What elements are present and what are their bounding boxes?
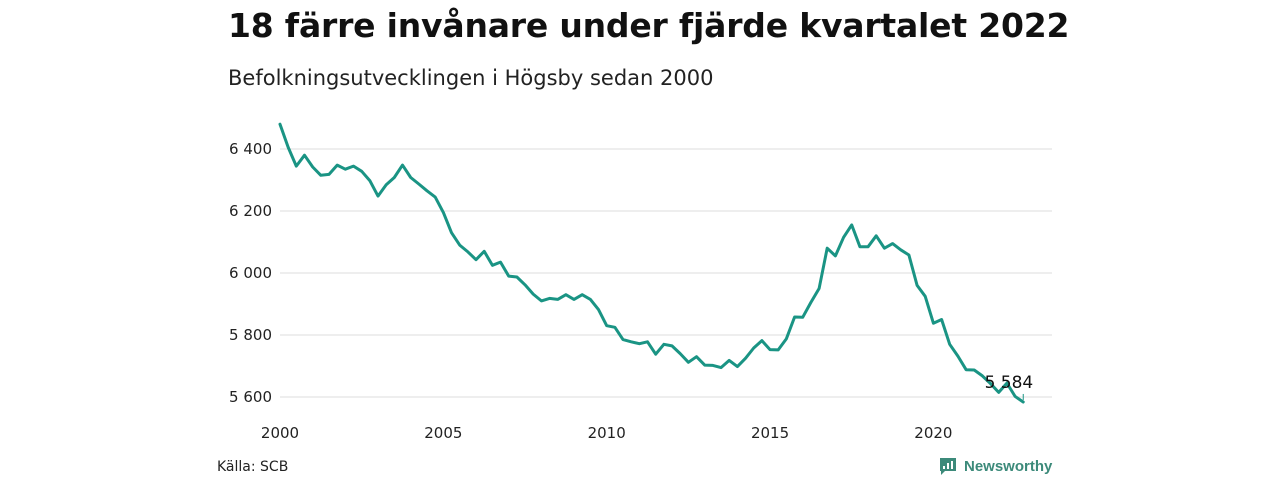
series-line xyxy=(278,122,1025,404)
end-value-label: 5 584 xyxy=(985,373,1034,393)
y-tick-label: 6 200 xyxy=(229,202,272,220)
x-tick-label: 2005 xyxy=(424,424,462,442)
gridlines xyxy=(280,148,1052,398)
y-tick-label: 5 800 xyxy=(229,326,272,344)
newsworthy-logo-icon xyxy=(940,458,956,475)
y-axis-ticks: 5 600 5 800 6 000 6 200 6 400 xyxy=(229,140,272,406)
y-tick-label: 6 400 xyxy=(229,140,272,158)
x-tick-label: 2010 xyxy=(588,424,626,442)
x-tick-label: 2015 xyxy=(751,424,789,442)
y-tick-label: 5 600 xyxy=(229,388,272,406)
chart-title: 18 färre invånare under fjärde kvartalet… xyxy=(228,6,1070,45)
x-axis-ticks: 2000 2005 2010 2015 2020 xyxy=(261,424,953,442)
chart-subtitle: Befolkningsutvecklingen i Högsby sedan 2… xyxy=(228,66,714,90)
series-layer xyxy=(278,122,1025,404)
annotation-layer: 5 584 xyxy=(985,373,1034,400)
x-tick-label: 2020 xyxy=(914,424,952,442)
x-tick-label: 2000 xyxy=(261,424,299,442)
brand-name: Newsworthy xyxy=(964,457,1053,475)
y-tick-label: 6 000 xyxy=(229,264,272,282)
source-note: Källa: SCB xyxy=(217,459,289,475)
brand-logo[interactable]: Newsworthy xyxy=(938,456,1052,476)
